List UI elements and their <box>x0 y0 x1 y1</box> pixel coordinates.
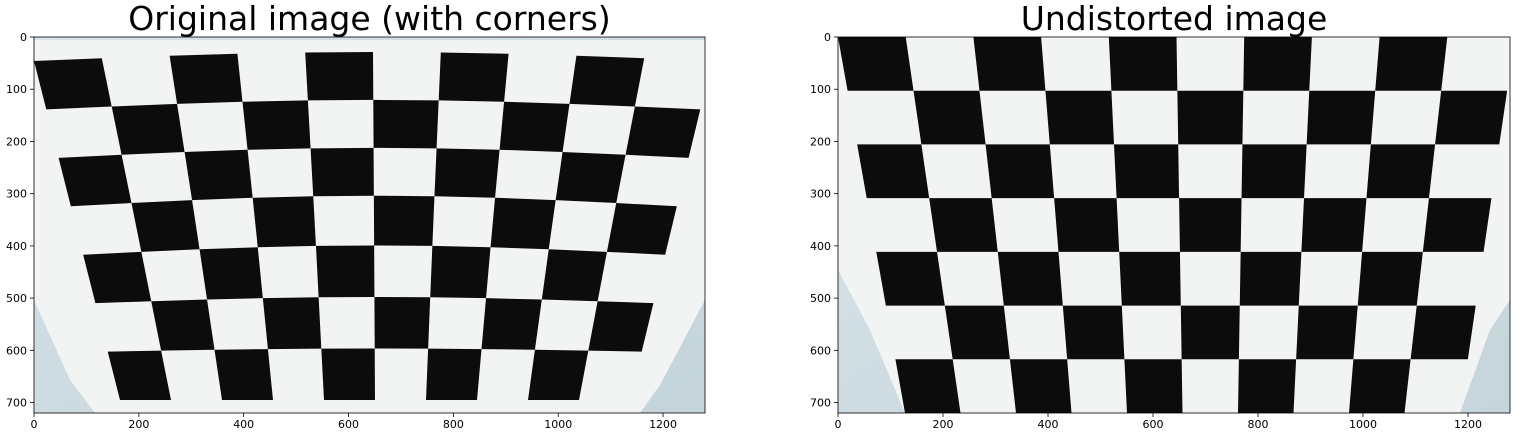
y-tick-label: 600 <box>810 344 831 357</box>
y-tick-label: 0 <box>824 31 831 44</box>
y-tick-label: 100 <box>810 83 831 96</box>
checker-square <box>838 37 914 91</box>
checker-square <box>914 91 986 145</box>
checker-square <box>1435 91 1507 145</box>
x-tick-label: 200 <box>933 418 954 431</box>
checker-square <box>986 144 1055 198</box>
checker-square <box>1045 91 1114 145</box>
checker-square <box>1179 198 1241 252</box>
checker-square <box>1411 306 1476 360</box>
checker-square <box>1124 359 1182 413</box>
checker-square <box>1375 37 1447 91</box>
checker-square <box>857 144 929 198</box>
x-tick-label: 600 <box>1143 418 1164 431</box>
x-tick-label: 0 <box>835 418 842 431</box>
y-tick-label: 500 <box>810 292 831 305</box>
checker-square <box>1296 306 1358 360</box>
checker-square <box>945 306 1010 360</box>
y-tick-label: 700 <box>810 397 831 410</box>
checker-square <box>973 37 1045 91</box>
checker-square <box>1243 37 1312 91</box>
y-tick-label: 200 <box>810 135 831 148</box>
checker-square <box>895 359 960 413</box>
y-tick-label: 400 <box>810 240 831 253</box>
x-tick-label: 1200 <box>1454 418 1482 431</box>
checker-square <box>1307 91 1376 145</box>
checker-square <box>1238 359 1296 413</box>
checker-square <box>1301 198 1366 252</box>
x-tick-label: 800 <box>1248 418 1269 431</box>
checker-square <box>1240 252 1302 306</box>
checker-square <box>1177 91 1243 145</box>
y-tick-label: 300 <box>810 188 831 201</box>
checker-square <box>1063 306 1125 360</box>
checker-square <box>1358 252 1423 306</box>
x-tick-label: 1000 <box>1349 418 1377 431</box>
right-image <box>838 37 1510 413</box>
checker-square <box>1114 144 1179 198</box>
checker-square <box>1119 252 1181 306</box>
x-tick-label: 400 <box>1038 418 1059 431</box>
checker-square <box>998 252 1063 306</box>
checker-square <box>1242 144 1307 198</box>
checker-square <box>1349 359 1411 413</box>
checker-square <box>1010 359 1072 413</box>
checker-square <box>1109 37 1178 91</box>
checker-square <box>1181 306 1240 360</box>
checker-square <box>929 198 998 252</box>
checker-square <box>876 252 945 306</box>
checker-square <box>1054 198 1119 252</box>
checker-square <box>1423 198 1492 252</box>
checker-square <box>1366 144 1435 198</box>
